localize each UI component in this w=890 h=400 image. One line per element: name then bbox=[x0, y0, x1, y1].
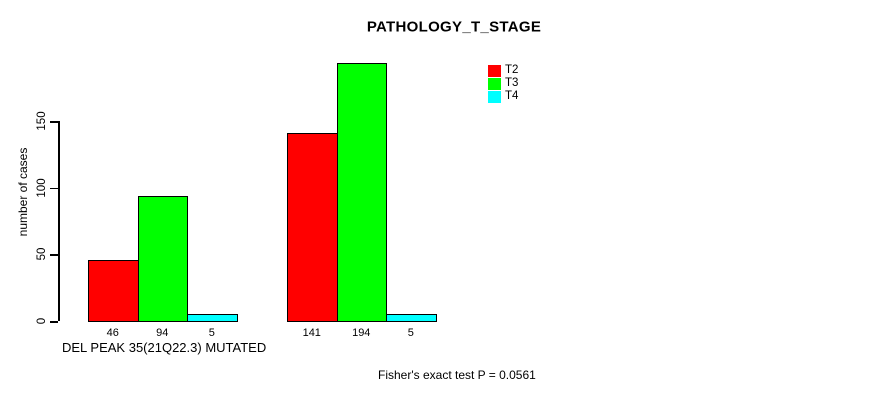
y-tick-label: 100 bbox=[36, 178, 48, 198]
bar-t2-group1 bbox=[88, 259, 139, 322]
bar-t3-group2 bbox=[336, 62, 387, 322]
bar-value-label: 46 bbox=[106, 327, 119, 339]
y-tick-label: 150 bbox=[36, 111, 48, 131]
legend-row-t2: T2 bbox=[488, 64, 518, 77]
y-tick-mark bbox=[50, 254, 58, 256]
bar-value-label: 5 bbox=[208, 327, 215, 339]
y-tick-mark bbox=[50, 121, 58, 123]
y-axis-label: number of cases bbox=[16, 147, 30, 237]
legend-label-t2: T2 bbox=[505, 64, 519, 76]
y-axis-line bbox=[58, 121, 60, 321]
y-tick-mark bbox=[50, 321, 58, 323]
bar-t4-group2 bbox=[386, 314, 437, 322]
bar-value-label: 141 bbox=[302, 327, 321, 339]
y-tick-mark bbox=[50, 187, 58, 190]
y-tick-label: 50 bbox=[36, 247, 48, 261]
legend-row-t3: T3 bbox=[488, 77, 518, 90]
bar-value-label: 194 bbox=[352, 327, 371, 339]
legend-swatch-t4 bbox=[488, 90, 501, 103]
bar-t3-group1 bbox=[137, 195, 188, 322]
y-tick-label: 0 bbox=[36, 317, 48, 325]
legend-label-t3: T3 bbox=[505, 77, 519, 89]
legend: T2 T3 T4 bbox=[488, 64, 518, 103]
bar-t4-group1 bbox=[187, 314, 238, 322]
bar-t2-group2 bbox=[287, 133, 338, 322]
legend-row-t4: T4 bbox=[488, 90, 518, 103]
x-axis-label: DEL PEAK 35(21Q22.3) MUTATED bbox=[62, 340, 267, 355]
legend-swatch-t3 bbox=[488, 77, 501, 90]
legend-label-t4: T4 bbox=[505, 90, 519, 102]
bar-value-label: 94 bbox=[156, 327, 169, 339]
bar-value-label: 5 bbox=[407, 327, 414, 339]
chart-title: PATHOLOGY_T_STAGE bbox=[366, 18, 542, 36]
legend-swatch-t2 bbox=[488, 64, 501, 77]
fisher-test-annotation: Fisher's exact test P = 0.0561 bbox=[378, 368, 536, 382]
